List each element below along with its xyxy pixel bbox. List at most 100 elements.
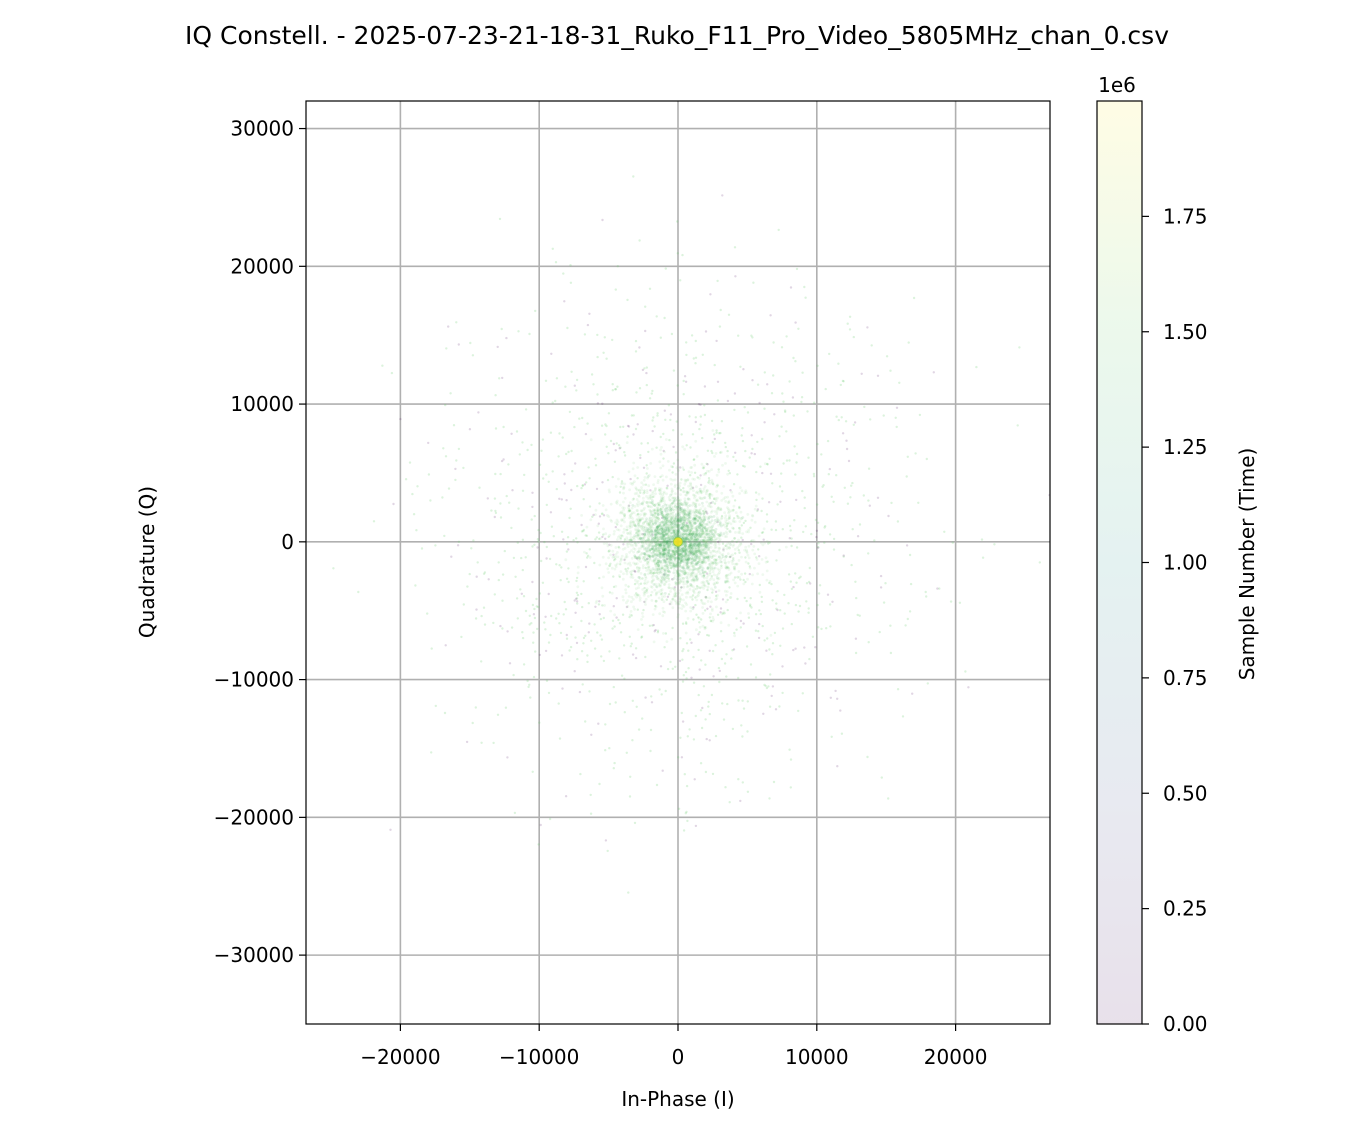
scatter-point [662,457,665,460]
scatter-point [697,541,701,545]
scatter-point [666,595,670,598]
scatter-point [522,663,526,666]
scatter-point [606,567,610,571]
scatter-point [670,550,674,553]
scatter-point [698,511,701,515]
scatter-point [729,555,732,559]
scatter-point [517,507,520,510]
scatter-point [650,518,654,522]
scatter-point [687,553,691,557]
scatter-point [686,534,690,537]
scatter-point [623,538,627,541]
scatter-point [749,526,752,529]
scatter-point [661,567,664,571]
scatter-point [522,595,526,598]
scatter-point [630,506,634,510]
scatter-point [780,346,784,349]
scatter-point [687,510,690,514]
scatter-point [702,551,706,554]
scatter-point [684,516,688,520]
scatter-point [690,676,693,679]
scatter-point [651,492,655,495]
scatter-point [567,450,570,454]
scatter-point [683,558,687,562]
scatter-point [672,508,675,511]
scatter-point [664,528,668,532]
scatter-point [627,504,630,508]
scatter-point [690,536,693,540]
scatter-point [563,482,566,485]
scatter-point [682,533,685,536]
scatter-point [565,499,568,502]
scatter-point [739,578,742,581]
scatter-point [722,718,726,721]
scatter-point [647,560,651,563]
scatter-point [596,524,600,528]
scatter-point [668,498,671,502]
scatter-point [801,692,804,695]
scatter-point [651,579,655,582]
scatter-point [789,529,792,532]
scatter-point [702,519,705,523]
scatter-point [666,515,670,519]
scatter-point [608,533,612,537]
scatter-point [765,569,769,573]
scatter-point [666,524,670,527]
scatter-point [674,548,678,552]
scatter-point [623,520,626,524]
scatter-point [707,516,711,520]
scatter-point [652,510,656,513]
scatter-point [683,520,686,524]
scatter-point [713,554,717,557]
scatter-point [694,499,698,502]
scatter-point [839,383,842,387]
scatter-point [748,566,752,570]
scatter-point [695,532,699,535]
scatter-point [716,380,720,383]
scatter-point [682,538,686,542]
scatter-point [717,555,721,559]
scatter-point [666,548,670,552]
scatter-point [614,565,618,569]
scatter-point [713,540,716,544]
scatter-point [690,595,694,599]
scatter-point [701,606,704,609]
scatter-point [741,735,744,738]
scatter-point [733,634,736,638]
scatter-point [792,414,795,417]
scatter-point [710,542,713,545]
scatter-point [824,525,827,528]
scatter-point [715,558,719,562]
scatter-point [652,571,656,575]
scatter-point [686,590,690,594]
scatter-point [659,665,663,668]
scatter-point [680,559,684,563]
scatter-point [842,554,845,557]
scatter-point [671,496,675,500]
scatter-point [686,527,690,531]
scatter-point [575,378,579,382]
scatter-point [571,470,574,473]
scatter-point [724,581,727,584]
scatter-point [700,599,703,602]
scatter-point [692,530,696,534]
scatter-point [389,828,392,831]
scatter-point [560,498,563,501]
scatter-point [713,561,716,564]
scatter-point [697,633,700,636]
scatter-point [720,491,724,495]
scatter-point [683,571,687,575]
scatter-point [632,414,635,417]
scatter-point [836,765,839,768]
scatter-point [595,536,598,539]
scatter-point [685,526,689,529]
scatter-point [744,489,748,493]
scatter-point [646,538,650,542]
scatter-point [615,442,618,445]
scatter-point [689,543,692,547]
scatter-point [651,573,654,576]
scatter-point [475,575,478,578]
scatter-point [732,483,736,486]
scatter-point [829,696,832,699]
scatter-point [714,598,718,601]
